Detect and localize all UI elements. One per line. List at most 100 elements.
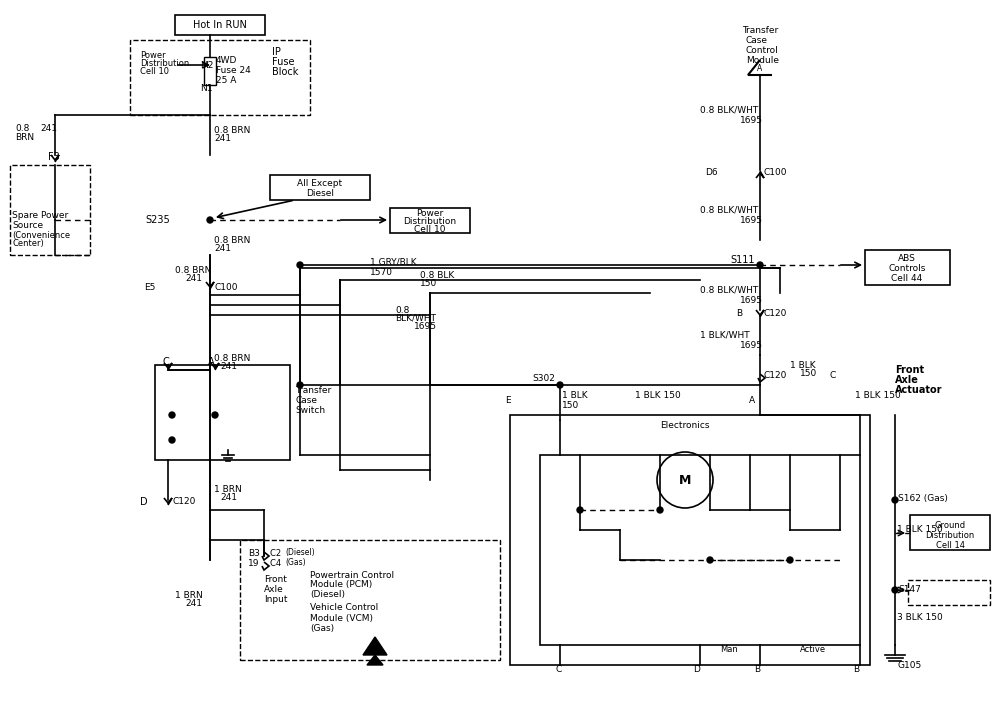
Text: D: D	[140, 497, 148, 507]
Text: 241: 241	[220, 362, 237, 370]
Text: D: D	[693, 666, 700, 674]
Bar	[175, 15, 265, 35]
Text: C: C	[162, 357, 169, 367]
Text: 0.8 BLK/WHT: 0.8 BLK/WHT	[700, 285, 758, 295]
Text: 4WD: 4WD	[216, 56, 237, 64]
Text: 0.8 BRN: 0.8 BRN	[214, 126, 250, 134]
Text: 241: 241	[40, 124, 57, 132]
Text: Axle: Axle	[264, 586, 284, 594]
Text: Controls: Controls	[888, 264, 926, 272]
Text: E: E	[505, 395, 511, 405]
Text: 1695: 1695	[740, 295, 763, 305]
Text: 1 BLK 150: 1 BLK 150	[897, 526, 943, 535]
Text: Spare Power: Spare Power	[12, 210, 68, 220]
Text: IP: IP	[272, 47, 281, 57]
Text: Cell 14: Cell 14	[936, 541, 964, 550]
Text: 19: 19	[248, 558, 260, 568]
Bar	[908, 580, 990, 605]
Text: B: B	[754, 666, 760, 674]
Text: C100: C100	[214, 282, 238, 292]
Circle shape	[207, 217, 213, 223]
Bar	[155, 365, 290, 460]
Text: G105: G105	[898, 661, 922, 669]
Text: Source: Source	[12, 220, 43, 230]
Text: Transfer: Transfer	[295, 385, 331, 395]
Text: S162 (Gas): S162 (Gas)	[898, 493, 948, 503]
Polygon shape	[363, 637, 387, 655]
Text: S235: S235	[145, 215, 170, 225]
Text: M2: M2	[200, 61, 213, 69]
Text: Center): Center)	[12, 239, 44, 247]
Text: 1695: 1695	[414, 322, 437, 330]
Text: Front: Front	[264, 576, 287, 584]
Text: Distribution: Distribution	[403, 217, 457, 225]
Text: (Convenience: (Convenience	[12, 230, 70, 240]
Text: 1 BLK 150: 1 BLK 150	[855, 390, 901, 400]
Text: Module: Module	[746, 56, 779, 64]
Text: M: M	[679, 473, 691, 486]
Text: 1 BLK/WHT: 1 BLK/WHT	[700, 330, 750, 340]
Text: Power: Power	[140, 51, 166, 59]
Circle shape	[557, 382, 563, 388]
Text: Cell 44: Cell 44	[891, 274, 923, 282]
Text: Module (VCM): Module (VCM)	[310, 613, 373, 623]
Text: Fuse: Fuse	[272, 57, 295, 67]
Text: Module (PCM): Module (PCM)	[310, 581, 372, 589]
Circle shape	[169, 437, 175, 443]
Text: C: C	[555, 666, 561, 674]
Text: Transfer: Transfer	[742, 26, 778, 34]
Circle shape	[169, 412, 175, 418]
Text: 150: 150	[800, 368, 817, 378]
Text: A: A	[208, 357, 215, 367]
Text: Electronics: Electronics	[660, 420, 710, 430]
Text: BRN: BRN	[15, 132, 34, 142]
Text: C100: C100	[764, 167, 788, 177]
Text: 1 BLK 150: 1 BLK 150	[635, 390, 681, 400]
Circle shape	[577, 507, 583, 513]
Text: 0.8: 0.8	[15, 124, 29, 132]
Text: 0.8 BLK/WHT: 0.8 BLK/WHT	[700, 205, 758, 214]
Text: Vehicle Control: Vehicle Control	[310, 603, 378, 613]
Bar	[10, 165, 90, 255]
Text: F3: F3	[48, 152, 60, 162]
Text: 0.8: 0.8	[395, 305, 409, 315]
Circle shape	[892, 497, 898, 503]
Text: S302: S302	[532, 373, 555, 383]
Text: D6: D6	[705, 167, 718, 177]
Text: 0.8 BLK/WHT: 0.8 BLK/WHT	[700, 106, 758, 114]
Bar	[204, 57, 216, 85]
Circle shape	[707, 557, 713, 563]
Polygon shape	[367, 655, 383, 665]
Circle shape	[297, 382, 303, 388]
Text: 1 BLK: 1 BLK	[790, 360, 816, 370]
Bar	[540, 455, 860, 645]
Text: Ground: Ground	[934, 521, 966, 530]
Text: Actuator: Actuator	[895, 385, 942, 395]
Text: 3 BLK 150: 3 BLK 150	[897, 613, 943, 623]
Text: 1695: 1695	[740, 340, 763, 350]
Text: N1: N1	[200, 84, 213, 92]
Text: 1570: 1570	[370, 267, 393, 277]
Text: C: C	[830, 370, 836, 380]
Text: A: A	[757, 64, 762, 72]
Text: C120: C120	[764, 308, 787, 317]
Text: Cell 10: Cell 10	[140, 66, 169, 76]
Text: 25 A: 25 A	[216, 76, 236, 84]
Text: ABS: ABS	[898, 254, 916, 262]
Text: 1695: 1695	[740, 116, 763, 124]
Text: 241: 241	[185, 598, 202, 608]
Text: 150: 150	[562, 400, 579, 410]
Circle shape	[212, 412, 218, 418]
Text: Distribution: Distribution	[140, 59, 189, 67]
Text: Switch: Switch	[295, 405, 325, 415]
Circle shape	[787, 557, 793, 563]
Text: (Diesel): (Diesel)	[310, 591, 345, 599]
Text: 241: 241	[220, 493, 237, 503]
Text: 241: 241	[214, 244, 231, 252]
Text: C120: C120	[764, 370, 787, 380]
Text: 1695: 1695	[740, 215, 763, 225]
Bar	[910, 515, 990, 550]
Circle shape	[892, 587, 898, 593]
Text: 150: 150	[420, 279, 437, 287]
Bar	[240, 540, 500, 660]
